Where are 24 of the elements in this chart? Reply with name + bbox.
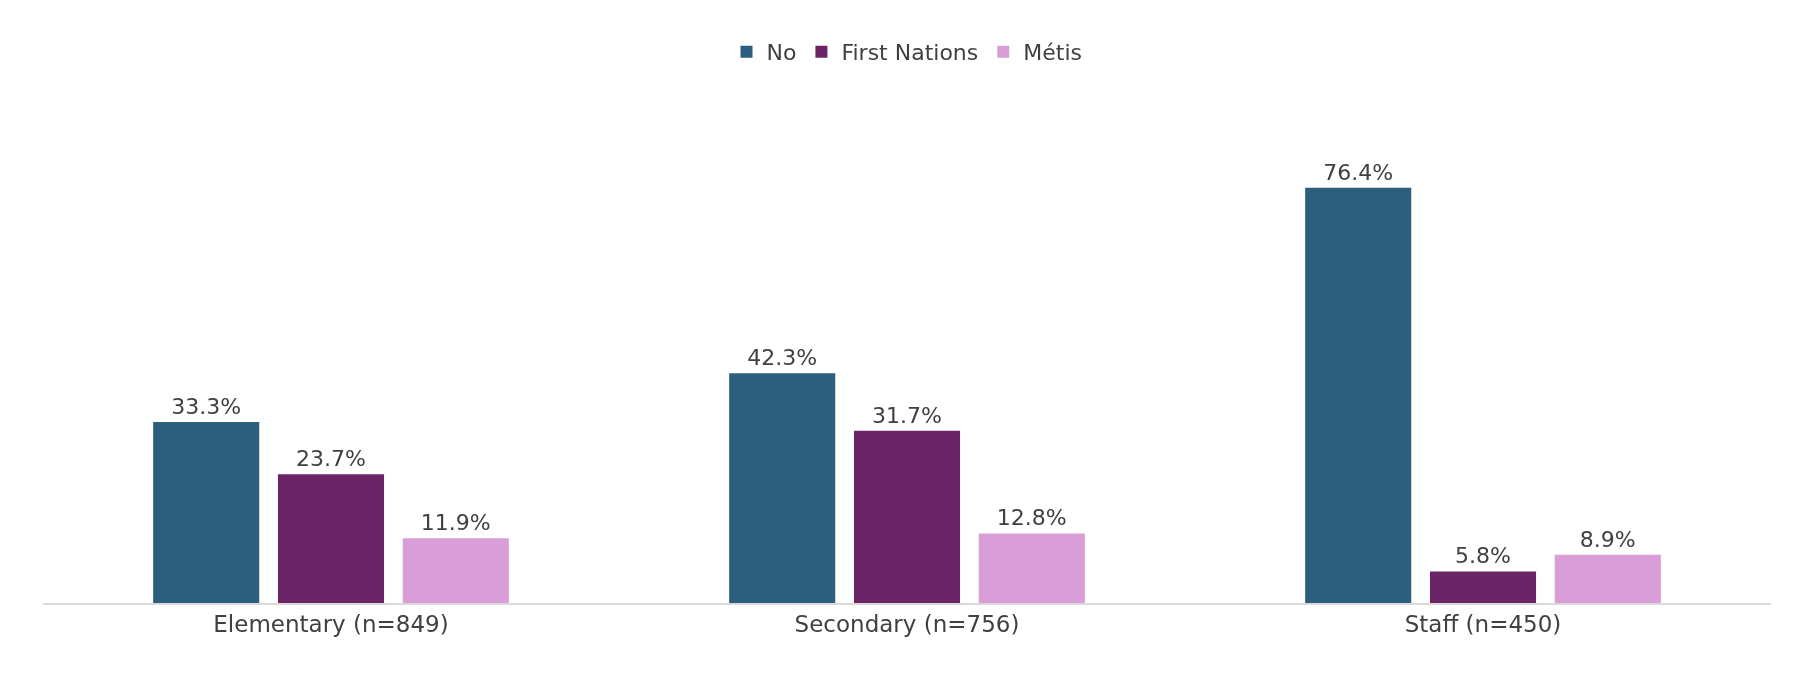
data-label: 33.3% bbox=[171, 394, 242, 420]
bar bbox=[277, 474, 385, 603]
x-tick-label: Secondary (n=756) bbox=[794, 611, 1020, 638]
bar bbox=[729, 373, 836, 603]
bar bbox=[1305, 187, 1412, 603]
legend-label: First Nations bbox=[841, 40, 979, 66]
bar bbox=[853, 430, 961, 603]
data-label: 11.9% bbox=[420, 510, 491, 536]
data-label: 31.7% bbox=[872, 402, 942, 428]
bar bbox=[1429, 571, 1537, 603]
legend-label: No bbox=[766, 40, 797, 66]
bar bbox=[978, 533, 1085, 603]
bar bbox=[153, 422, 260, 603]
legend-label: Métis bbox=[1023, 40, 1082, 66]
bar bbox=[402, 538, 509, 603]
data-label: 23.7% bbox=[296, 446, 366, 472]
x-tick-label: Elementary (n=849) bbox=[213, 611, 449, 638]
data-label: 42.3% bbox=[747, 345, 818, 371]
data-label: 76.4% bbox=[1323, 159, 1394, 185]
data-label: 8.9% bbox=[1579, 526, 1636, 552]
data-label: 5.8% bbox=[1455, 543, 1511, 569]
bar bbox=[1554, 554, 1661, 603]
data-label: 12.8% bbox=[996, 505, 1067, 531]
x-tick-label: Staff (n=450) bbox=[1404, 611, 1562, 638]
